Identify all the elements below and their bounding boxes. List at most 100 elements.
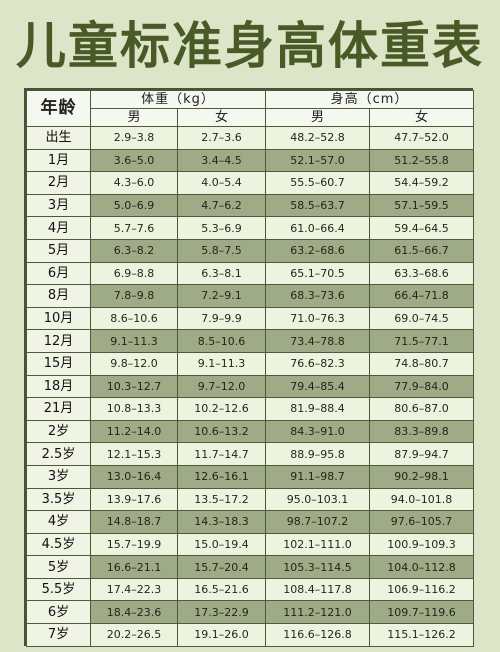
weight-female-cell: 10.6–13.2 [177, 419, 266, 444]
weight-female-cell: 9.1–11.3 [177, 351, 266, 376]
weight-female-cell: 16.5–21.6 [177, 577, 266, 602]
weight-male-cell: 7.8–9.8 [90, 284, 178, 308]
weight-female-cell: 4.7–6.2 [177, 193, 266, 218]
height-female-cell: 94.0–101.8 [369, 487, 474, 512]
height-male-cell: 48.2–52.8 [265, 126, 370, 150]
table-row: 3岁 13.0–16.4 12.6–16.1 91.1–98.7 90.2–98.1 [26, 464, 474, 489]
age-cell: 5.5岁 [26, 577, 91, 602]
weight-male-cell: 4.3–6.0 [90, 171, 178, 195]
weight-female-cell: 3.4–4.5 [177, 148, 266, 173]
height-female-cell: 115.1–126.2 [369, 623, 474, 647]
weight-male-cell: 10.8–13.3 [90, 397, 178, 421]
table-row: 21月 10.8–13.3 10.2–12.6 81.9–88.4 80.6–87.0 [26, 397, 474, 421]
table-row: 1月 3.6–5.0 3.4–4.5 52.1–57.0 51.2–55.8 [26, 148, 474, 173]
height-female-cell: 77.9–84.0 [369, 374, 474, 399]
weight-female-cell: 4.0–5.4 [177, 171, 266, 195]
table-row: 3.5岁 13.9–17.6 13.5–17.2 95.0–103.1 94.0–101… [26, 487, 474, 512]
height-male-cell: 98.7–107.2 [265, 510, 370, 534]
height-male-cell: 111.2–121.0 [265, 600, 370, 625]
height-male-cell: 65.1–70.5 [265, 261, 370, 286]
height-female-cell: 87.9–94.7 [369, 442, 474, 466]
age-cell: 1月 [26, 148, 91, 173]
age-cell: 5月 [26, 238, 91, 263]
weight-male-cell: 3.6–5.0 [90, 148, 178, 173]
weight-male-cell: 16.6–21.1 [90, 555, 178, 579]
weight-group-header: 体重（kg） [90, 90, 266, 109]
weight-female-cell: 14.3–18.3 [177, 510, 266, 534]
age-cell: 18月 [26, 374, 91, 399]
age-cell: 15月 [26, 351, 91, 376]
table-row: 15月 9.8–12.0 9.1–11.3 76.6–82.3 74.8–80.7 [26, 351, 474, 376]
height-male-cell: 116.6–126.8 [265, 623, 370, 647]
age-cell: 21月 [26, 397, 91, 421]
age-cell: 5岁 [26, 555, 91, 579]
weight-male-cell: 10.3–12.7 [90, 374, 178, 399]
weight-female-cell: 15.7–20.4 [177, 555, 266, 579]
age-cell: 4岁 [26, 510, 91, 534]
weight-female-cell: 11.7–14.7 [177, 442, 266, 466]
height-female-cell: 106.9–116.2 [369, 577, 474, 602]
weight-male-header: 男 [90, 108, 178, 127]
height-female-cell: 47.7–52.0 [369, 126, 474, 150]
weight-male-cell: 12.1–15.3 [90, 442, 178, 466]
height-female-cell: 54.4–59.2 [369, 171, 474, 195]
height-female-header: 女 [369, 108, 474, 127]
weight-female-cell: 7.9–9.9 [177, 306, 266, 331]
height-female-cell: 71.5–77.1 [369, 329, 474, 353]
height-female-cell: 104.0–112.8 [369, 555, 474, 579]
weight-male-cell: 13.0–16.4 [90, 464, 178, 489]
page-title: 儿童标准身高体重表 [16, 17, 484, 75]
weight-male-cell: 6.9–8.8 [90, 261, 178, 286]
age-cell: 2岁 [26, 419, 91, 444]
table-row: 2岁 11.2–14.0 10.6–13.2 84.3–91.0 83.3–89.8 [26, 419, 474, 444]
height-male-cell: 61.0–66.4 [265, 216, 370, 240]
table-row: 8月 7.8–9.8 7.2–9.1 68.3–73.6 66.4–71.8 [26, 284, 474, 308]
weight-male-cell: 15.7–19.9 [90, 532, 178, 557]
height-male-cell: 58.5–63.7 [265, 193, 370, 218]
weight-female-cell: 7.2–9.1 [177, 284, 266, 308]
height-male-cell: 81.9–88.4 [265, 397, 370, 421]
table-row: 5岁 16.6–21.1 15.7–20.4 105.3–114.5 104.0–112… [26, 555, 474, 579]
weight-female-cell: 15.0–19.4 [177, 532, 266, 557]
table-row: 3月 5.0–6.9 4.7–6.2 58.5–63.7 57.1–59.5 [26, 193, 474, 218]
height-female-cell: 59.4–64.5 [369, 216, 474, 240]
height-female-cell: 100.9–109.3 [369, 532, 474, 557]
age-column-header: 年龄 [26, 90, 91, 127]
weight-male-cell: 5.0–6.9 [90, 193, 178, 218]
height-female-cell: 90.2–98.1 [369, 464, 474, 489]
age-cell: 4.5岁 [26, 532, 91, 557]
weight-male-cell: 8.6–10.6 [90, 306, 178, 331]
age-cell: 4月 [26, 216, 91, 240]
height-male-cell: 68.3–73.6 [265, 284, 370, 308]
weight-male-cell: 5.7–7.6 [90, 216, 178, 240]
weight-female-cell: 5.3–6.9 [177, 216, 266, 240]
weight-male-cell: 6.3–8.2 [90, 238, 178, 263]
weight-male-cell: 20.2–26.5 [90, 623, 178, 647]
height-male-cell: 79.4–85.4 [265, 374, 370, 399]
table-row: 4月 5.7–7.6 5.3–6.9 61.0–66.4 59.4–64.5 [26, 216, 474, 240]
height-male-cell: 76.6–82.3 [265, 351, 370, 376]
table-body: 出生 2.9–3.8 2.7–3.6 48.2–52.8 47.7–52.0 1月 3.6–… [26, 126, 474, 647]
height-female-cell: 80.6–87.0 [369, 397, 474, 421]
height-male-cell: 55.5–60.7 [265, 171, 370, 195]
weight-male-cell: 9.1–11.3 [90, 329, 178, 353]
age-cell: 3岁 [26, 464, 91, 489]
height-male-cell: 91.1–98.7 [265, 464, 370, 489]
weight-female-cell: 19.1–26.0 [177, 623, 266, 647]
height-male-cell: 84.3–91.0 [265, 419, 370, 444]
height-weight-grid: 年龄 体重（kg） 身高（cm） 男 女 男 女 出生 2.9–3.8 2.7–3.… [26, 90, 474, 647]
height-male-cell: 63.2–68.6 [265, 238, 370, 263]
height-female-cell: 51.2–55.8 [369, 148, 474, 173]
weight-female-cell: 6.3–8.1 [177, 261, 266, 286]
height-male-cell: 95.0–103.1 [265, 487, 370, 512]
weight-female-cell: 2.7–3.6 [177, 126, 266, 150]
height-male-cell: 73.4–78.8 [265, 329, 370, 353]
height-male-cell: 71.0–76.3 [265, 306, 370, 331]
age-cell: 12月 [26, 329, 91, 353]
weight-female-cell: 12.6–16.1 [177, 464, 266, 489]
weight-female-cell: 17.3–22.9 [177, 600, 266, 625]
height-female-cell: 57.1–59.5 [369, 193, 474, 218]
height-male-cell: 52.1–57.0 [265, 148, 370, 173]
weight-male-cell: 17.4–22.3 [90, 577, 178, 602]
